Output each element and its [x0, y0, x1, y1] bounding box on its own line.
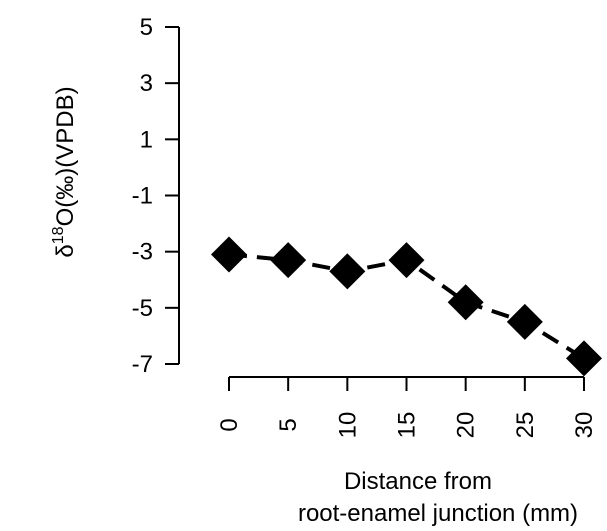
y-tick-label: 1 [140, 126, 153, 153]
x-tick-label: 20 [453, 412, 480, 439]
x-tick-label: 10 [334, 412, 361, 439]
data-point-marker [270, 242, 307, 279]
x-axis-title-line-1: Distance from [344, 468, 492, 495]
y-axis-title-delta: δ [52, 244, 79, 257]
y-axis: 5 3 1 -1 -3 -5 -7 [132, 14, 180, 378]
y-tick-label: -5 [132, 295, 153, 322]
data-point-marker [506, 303, 543, 340]
y-tick-label: -7 [132, 351, 153, 378]
data-point-marker [566, 340, 602, 377]
x-tick-label: 0 [216, 418, 243, 431]
data-point-marker [447, 284, 484, 321]
y-axis-title-superscript: 18 [50, 226, 67, 244]
data-point-marker [211, 236, 247, 273]
y-axis-title-rest: O(‰)(VPDB) [52, 86, 79, 226]
x-tick-label: 5 [275, 418, 302, 431]
x-ticks: 0 5 10 15 20 25 30 [216, 377, 598, 438]
data-points [211, 236, 602, 377]
y-tick-label: -3 [132, 239, 153, 266]
y-ticks: 5 3 1 -1 -3 -5 -7 [132, 14, 179, 378]
x-tick-label: 30 [571, 412, 598, 439]
x-axis: 0 5 10 15 20 25 30 [216, 376, 598, 438]
x-tick-label: 15 [394, 412, 421, 439]
y-tick-label: 5 [140, 14, 153, 41]
y-axis-title: δ18O(‰)(VPDB) [50, 86, 79, 257]
data-point-marker [329, 253, 366, 290]
y-tick-label: 3 [140, 70, 153, 97]
data-point-marker [388, 242, 425, 279]
y-tick-label: -1 [132, 183, 153, 210]
x-tick-label: 25 [512, 412, 539, 439]
x-axis-title-line-2: root-enamel junction (mm) [298, 500, 578, 527]
